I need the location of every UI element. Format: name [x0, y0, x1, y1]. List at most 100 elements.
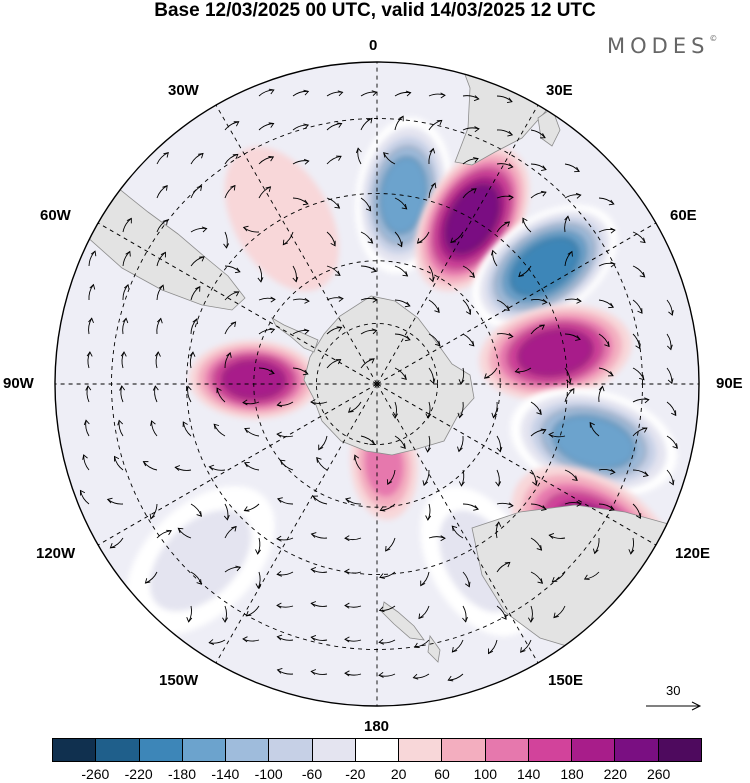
wind-vector: [394, 115, 404, 131]
colorbar-tick-label: 260: [646, 766, 671, 782]
wind-vector: [598, 503, 615, 512]
wind-vector: [186, 605, 193, 623]
wind-vector: [666, 401, 677, 417]
anomaly-contour: [517, 329, 594, 376]
wind-vector: [255, 571, 262, 589]
wind-vector: [394, 333, 411, 342]
wind-vector: [216, 387, 226, 403]
wind-vector: [530, 469, 538, 486]
wind-vector: [491, 401, 498, 419]
wind-vector: [156, 529, 172, 539]
wind-vector: [496, 502, 514, 509]
wind-vector: [310, 601, 328, 607]
wind-vector: [310, 532, 328, 539]
wind-vector: [190, 226, 208, 233]
wind-vector: [598, 385, 605, 403]
wind-vector: [420, 571, 430, 587]
wind-vector: [326, 295, 344, 302]
wind-vector: [224, 265, 241, 274]
wind-vector: [598, 261, 616, 268]
wind-vector: [394, 435, 406, 449]
wind-vector: [156, 185, 168, 199]
colorbar-box: [269, 739, 313, 761]
wind-vector: [224, 565, 242, 573]
wind-vector: [122, 217, 132, 233]
wind-vector: [564, 192, 582, 199]
wind-vector: [418, 605, 430, 620]
wind-vector: [462, 126, 480, 133]
wind-vector: [428, 182, 437, 199]
wind-vector: [564, 500, 582, 507]
wind-vector: [589, 421, 600, 437]
wind-vector: [496, 561, 511, 573]
wind-vector: [242, 636, 260, 643]
wind-vector: [316, 457, 328, 471]
wind-vector-field: [79, 88, 678, 682]
logo-mark: ©: [709, 34, 718, 43]
wind-vector: [598, 299, 615, 309]
wind-vector: [258, 156, 275, 165]
wind-vector: [156, 219, 169, 233]
wind-vector: [326, 122, 343, 131]
wind-vector: [360, 328, 378, 335]
wind-vector: [242, 225, 260, 233]
wind-vector: [496, 163, 514, 170]
modes-logo: MODES©: [607, 34, 717, 58]
wind-vector: [360, 197, 372, 212]
wind-vector: [190, 571, 202, 585]
wind-vector: [592, 537, 600, 555]
anomaly-contour: [224, 146, 339, 292]
colorbar-box: [528, 739, 573, 761]
wind-vector: [428, 92, 446, 99]
colorbar-tick-label: -220: [124, 766, 153, 782]
meridian-line: [376, 104, 539, 384]
wind-vector: [149, 503, 158, 520]
wind-vector: [150, 420, 158, 437]
wind-vector: [394, 367, 407, 380]
colorbar-tick-label: -100: [254, 766, 283, 782]
wind-vector: [457, 435, 464, 453]
wind-vector: [79, 489, 90, 505]
wind-vector: [564, 387, 575, 403]
wind-vector: [344, 602, 362, 609]
colorbar-tick-label: -180: [167, 766, 197, 782]
wind-vector: [276, 570, 294, 577]
wind-vector: [86, 351, 93, 369]
wind-vector: [394, 197, 408, 210]
wind-vector: [258, 327, 276, 335]
wind-vector: [310, 567, 328, 573]
wind-vector: [345, 497, 362, 505]
wind-vector: [360, 296, 378, 303]
wind-vector: [462, 188, 477, 199]
wind-vector: [156, 152, 169, 165]
wind-vector: [156, 317, 163, 335]
wind-vector: [88, 283, 96, 301]
anomaly-contour: [552, 415, 636, 469]
wind-vector: [394, 90, 412, 97]
colorbar-tick-label: 140: [516, 766, 541, 782]
wind-vector: [632, 231, 646, 244]
wind-vector: [413, 639, 430, 649]
wind-vector: [190, 256, 205, 267]
wind-vector: [120, 351, 127, 369]
colorbar-box: [355, 739, 400, 761]
wind-vector: [258, 367, 275, 375]
wind-vector: [88, 317, 94, 335]
wind-vector: [353, 454, 362, 471]
wind-vector: [326, 197, 341, 209]
wind-vector: [483, 367, 498, 379]
wind-vector: [530, 537, 543, 551]
wind-vector: [190, 503, 202, 517]
wind-vector: [383, 152, 396, 165]
wind-vector: [208, 639, 226, 645]
wind-vector: [530, 190, 547, 199]
wind-vector: [462, 605, 468, 623]
colorbar-tick-label: -260: [81, 766, 110, 782]
colorbar-tick-label: 220: [603, 766, 627, 782]
wind-vector: [326, 359, 342, 369]
wind-vector: [522, 217, 532, 233]
wind-vector: [422, 469, 430, 487]
colorbar-box: [312, 739, 356, 761]
wind-vector: [598, 468, 616, 475]
wind-vector: [177, 527, 192, 539]
